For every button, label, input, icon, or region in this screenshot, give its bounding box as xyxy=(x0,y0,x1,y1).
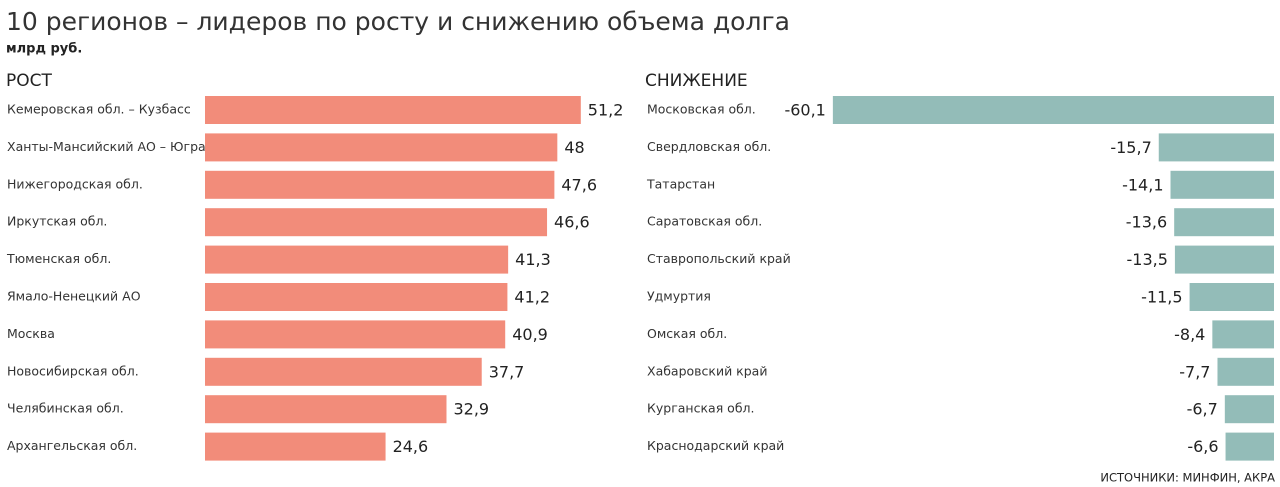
bar xyxy=(205,357,482,386)
category-label: Челябинская обл. xyxy=(7,401,124,416)
category-label: Ханты-Мансийский АО – Югра xyxy=(7,139,206,154)
value-label: 40,9 xyxy=(512,325,548,344)
value-label: 24,6 xyxy=(393,437,429,456)
value-label: 32,9 xyxy=(453,400,489,419)
category-label: Москва xyxy=(7,326,55,341)
value-label: -8,4 xyxy=(1174,325,1205,344)
bar xyxy=(205,320,506,349)
bar xyxy=(205,208,548,237)
category-label: Архангельская обл. xyxy=(7,438,137,453)
bar xyxy=(205,96,581,124)
value-label: -11,5 xyxy=(1141,288,1182,307)
value-label: -6,6 xyxy=(1187,437,1218,456)
bar xyxy=(1189,283,1274,311)
source: ИСТОЧНИКИ: МИНФИН, АКРА xyxy=(1100,471,1275,485)
category-label: Ставропольский край xyxy=(647,251,791,266)
value-label: 41,3 xyxy=(515,250,551,269)
category-label: Татарстан xyxy=(646,176,715,191)
category-label: Нижегородская обл. xyxy=(7,176,143,191)
category-label: Свердловская обл. xyxy=(647,139,771,154)
bar xyxy=(205,283,508,311)
value-label: -60,1 xyxy=(784,101,825,120)
category-label: Удмуртия xyxy=(647,289,711,304)
value-label: 41,2 xyxy=(514,288,550,307)
bar xyxy=(205,395,447,424)
value-label: -14,1 xyxy=(1122,175,1163,194)
value-label: -13,5 xyxy=(1127,250,1168,269)
category-label: Иркутская обл. xyxy=(7,214,107,229)
value-label: 48 xyxy=(564,138,584,157)
bar xyxy=(1217,357,1274,386)
category-label: Саратовская обл. xyxy=(647,214,762,229)
bar xyxy=(205,133,558,162)
category-label: Краснодарский край xyxy=(647,438,784,453)
value-label: -6,7 xyxy=(1187,400,1218,419)
value-label: 51,2 xyxy=(588,101,624,120)
bar xyxy=(205,245,509,274)
value-label: 46,6 xyxy=(554,213,590,232)
bar xyxy=(1158,133,1274,162)
chart-title: 10 регионов – лидеров по росту и снижени… xyxy=(6,7,790,36)
bar xyxy=(1224,395,1274,424)
value-label: 47,6 xyxy=(561,175,597,194)
bar xyxy=(1212,320,1274,349)
category-label: Кемеровская обл. – Кузбасс xyxy=(7,102,191,117)
panel-title: РОСТ xyxy=(6,71,53,91)
bar xyxy=(1174,245,1274,274)
bar xyxy=(1170,170,1274,199)
category-label: Омская обл. xyxy=(647,326,727,341)
bar xyxy=(832,96,1274,124)
bar xyxy=(1225,432,1274,461)
category-label: Хабаровский край xyxy=(647,363,767,378)
value-label: 37,7 xyxy=(489,362,525,381)
category-label: Ямало-Ненецкий АО xyxy=(7,289,141,304)
bar xyxy=(205,432,386,461)
bar xyxy=(205,170,555,199)
category-label: Московская обл. xyxy=(647,102,756,117)
value-label: -7,7 xyxy=(1179,362,1210,381)
category-label: Курганская обл. xyxy=(647,401,755,416)
value-label: -13,6 xyxy=(1126,213,1167,232)
bar xyxy=(1174,208,1274,237)
category-label: Новосибирская обл. xyxy=(7,363,139,378)
category-label: Тюменская обл. xyxy=(6,251,111,266)
panel-title: СНИЖЕНИЕ xyxy=(645,71,748,91)
chart-subtitle: млрд руб. xyxy=(6,42,82,57)
value-label: -15,7 xyxy=(1110,138,1151,157)
